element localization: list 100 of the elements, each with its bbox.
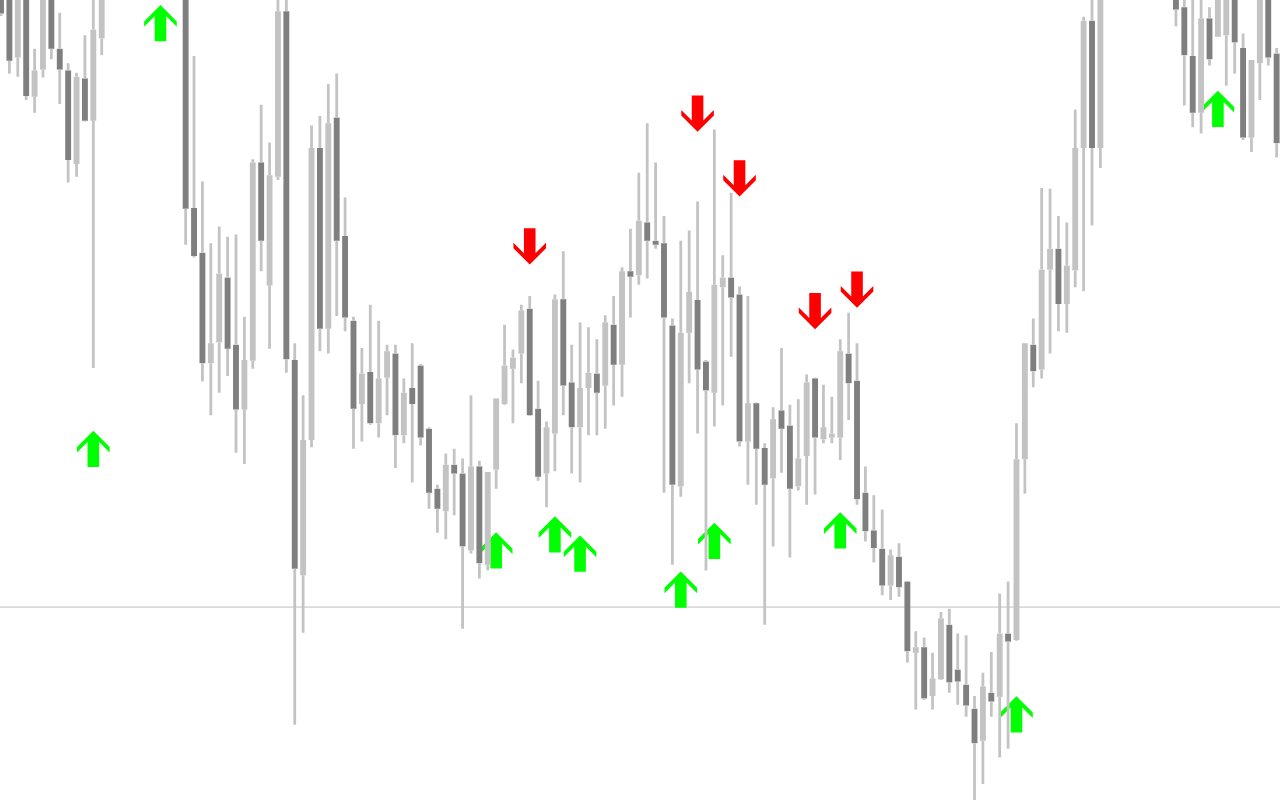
candlestick	[1063, 221, 1070, 335]
candlestick	[921, 636, 928, 702]
candlestick	[384, 343, 390, 417]
candlestick	[191, 54, 197, 259]
candlestick	[770, 405, 777, 548]
candlestick	[1005, 580, 1012, 751]
candlestick	[375, 319, 382, 439]
candlestick	[1080, 15, 1087, 293]
candlestick	[23, 0, 30, 102]
point	[798, 293, 832, 330]
candlestick	[484, 472, 491, 572]
candlestick	[1038, 186, 1045, 380]
candlestick	[6, 0, 13, 75]
candlestick	[896, 541, 902, 599]
candlestick	[65, 61, 72, 184]
candlestick	[476, 459, 483, 580]
candlestick	[358, 346, 365, 443]
candlestick	[1265, 0, 1272, 67]
candlestick	[367, 303, 374, 427]
candlestick	[761, 441, 768, 627]
candlestick	[333, 72, 340, 318]
candlestick	[1030, 317, 1037, 389]
candlestick	[526, 294, 533, 416]
candlestick	[1021, 343, 1028, 495]
candlestick	[728, 191, 735, 359]
candlestick	[400, 377, 407, 445]
candlestick	[224, 235, 231, 378]
candlestick	[979, 671, 986, 786]
point	[840, 271, 874, 308]
candlestick	[1097, 0, 1104, 170]
candlestick	[954, 632, 961, 707]
candlestick	[946, 607, 953, 695]
point	[681, 95, 714, 132]
candlestick	[686, 229, 693, 385]
candlestick	[14, 0, 21, 79]
candlestick	[300, 393, 307, 635]
candlestick	[325, 82, 332, 355]
candlestick	[283, 0, 290, 375]
candlestick	[417, 362, 424, 447]
candlestick	[442, 452, 449, 541]
point	[823, 512, 857, 549]
candlestick	[786, 403, 793, 559]
candlestick	[560, 249, 567, 417]
candlestick	[1181, 0, 1188, 107]
candlestick	[291, 341, 298, 727]
candlestick	[493, 398, 500, 491]
candlestick	[719, 253, 726, 407]
candlestick	[912, 629, 919, 711]
candlestick	[31, 47, 38, 115]
candlestick	[1198, 0, 1205, 135]
candlestick	[233, 233, 239, 455]
candlestick	[837, 337, 844, 462]
candlestick	[610, 294, 617, 407]
candlestick	[711, 128, 718, 428]
point	[1000, 696, 1033, 733]
candlestick	[854, 341, 860, 507]
candlestick	[577, 321, 584, 484]
candlestick	[593, 337, 600, 437]
candlestick	[803, 373, 810, 507]
candlestick	[988, 650, 995, 719]
candlestick	[535, 379, 542, 483]
candlestick	[1089, 0, 1095, 227]
candlestick	[56, 11, 63, 106]
candlestick	[1047, 187, 1053, 355]
candlestick	[744, 294, 751, 487]
point	[77, 430, 110, 467]
point	[144, 5, 177, 42]
point	[513, 228, 547, 265]
point	[664, 571, 698, 608]
candlestick	[207, 241, 214, 417]
candlestick	[216, 225, 223, 395]
candlestick	[90, 0, 97, 370]
candlestick	[703, 358, 709, 572]
candlestick	[98, 0, 105, 57]
candlestick	[1072, 108, 1079, 289]
candlestick	[510, 348, 516, 425]
candlestick	[409, 341, 416, 484]
candlestick	[199, 180, 206, 383]
candlestick	[1223, 0, 1230, 87]
point	[698, 522, 731, 559]
candlestick	[635, 171, 642, 287]
candlestick	[551, 293, 558, 473]
candlestick	[568, 343, 575, 475]
point	[1201, 90, 1235, 127]
candlestick	[627, 227, 634, 319]
candlestick	[1273, 46, 1280, 159]
candlestick	[879, 508, 886, 597]
candlestick	[1189, 0, 1196, 129]
candlestick	[661, 214, 667, 495]
point	[538, 516, 572, 553]
candlestick	[963, 633, 970, 719]
candlestick	[459, 457, 466, 631]
candlestick	[1256, 0, 1263, 102]
candlestick	[669, 317, 676, 567]
candlestick	[518, 303, 525, 385]
candlestick	[677, 239, 684, 499]
candlestick	[870, 493, 877, 564]
point	[563, 535, 597, 572]
candlestick	[694, 200, 701, 435]
candlestick	[602, 313, 609, 431]
